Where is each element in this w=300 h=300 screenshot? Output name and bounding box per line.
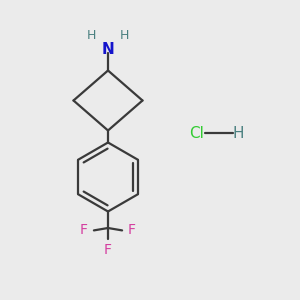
Text: F: F [128, 224, 136, 237]
Text: F: F [80, 224, 88, 237]
Text: H: H [233, 126, 244, 141]
Text: F: F [104, 243, 112, 257]
Text: N: N [102, 42, 114, 57]
Text: Cl: Cl [189, 126, 204, 141]
Text: H: H [120, 28, 129, 42]
Text: H: H [87, 28, 96, 42]
